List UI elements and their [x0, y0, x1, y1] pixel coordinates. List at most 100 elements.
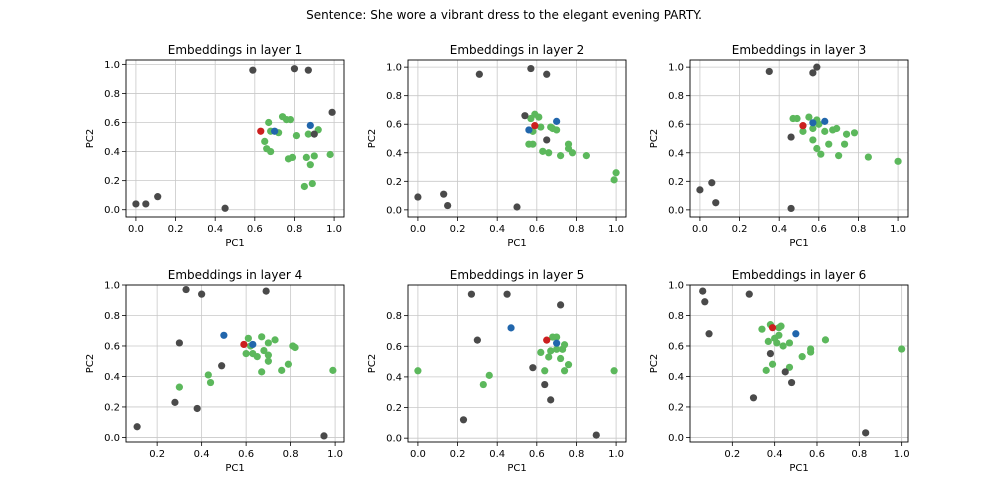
point-context — [537, 123, 545, 131]
subplot-layer-4: 0.2 0.4 0.6 0.8 1.0 0.0 0.2 0.4 0.6 0.8 1.0 Embeddi… — [85, 268, 345, 474]
point-context — [553, 333, 561, 341]
point-context — [833, 124, 841, 133]
point-context — [785, 339, 794, 347]
point-context — [764, 337, 772, 345]
point-context — [253, 353, 261, 361]
point-context — [545, 149, 553, 157]
y-tick-label: 0.2 — [668, 177, 684, 188]
subplot-title: Embeddings in layer 1 — [168, 43, 302, 57]
point-other — [218, 362, 226, 370]
point-other — [503, 290, 511, 298]
point-red — [240, 340, 248, 349]
point-context — [809, 136, 817, 144]
point-context — [821, 336, 830, 344]
point-other — [513, 203, 521, 211]
point-other — [862, 429, 870, 437]
point-context — [762, 366, 770, 374]
point-context — [768, 360, 777, 368]
y-tick-label: 0.0 — [668, 205, 684, 216]
y-axis-label: PC2 — [367, 129, 378, 148]
point-other — [182, 285, 190, 294]
x-tick-label: 1.0 — [326, 224, 342, 235]
point-context — [267, 147, 275, 156]
point-other — [193, 404, 201, 413]
point-context — [842, 130, 851, 138]
y-tick-label: 0.4 — [668, 148, 684, 159]
point-context — [529, 140, 537, 148]
y-tick-label: 0.2 — [104, 176, 120, 187]
y-tick-label: 1.0 — [386, 63, 402, 74]
y-tick-label: 0.8 — [668, 91, 684, 102]
point-context — [825, 140, 833, 148]
point-context — [485, 371, 493, 379]
y-axis-label: PC2 — [649, 129, 660, 148]
point-context — [775, 331, 783, 339]
point-other — [154, 193, 162, 201]
point-other — [708, 179, 716, 187]
y-tick-label: 0.8 — [386, 311, 402, 322]
point-context — [758, 325, 766, 333]
x-tick-label: 0.4 — [207, 224, 223, 235]
y-axis-label: PC2 — [85, 129, 96, 148]
y-tick-label: 0.8 — [104, 311, 120, 322]
x-axis-label: PC1 — [507, 463, 526, 474]
point-other — [809, 69, 817, 77]
point-context — [535, 113, 543, 121]
point-context — [840, 140, 849, 148]
subplot-title: Embeddings in layer 2 — [450, 43, 584, 57]
x-tick-label: 0.4 — [489, 224, 505, 235]
x-tick-label: 0.4 — [489, 449, 505, 460]
point-other — [527, 64, 535, 73]
point-other — [262, 287, 270, 295]
figure-suptitle: Sentence: She wore a vibrant dress to th… — [306, 8, 702, 22]
point-context — [292, 131, 301, 140]
point-other — [592, 431, 600, 439]
x-tick-label: 0.6 — [238, 449, 254, 460]
x-tick-label: 1.0 — [608, 224, 624, 235]
point-context — [308, 179, 316, 188]
point-context — [541, 367, 549, 375]
point-red — [799, 122, 807, 130]
point-blue — [525, 126, 533, 134]
point-context — [553, 126, 561, 134]
x-axis-label: PC1 — [789, 238, 808, 249]
point-blue — [271, 127, 279, 135]
point-context — [271, 336, 279, 344]
y-tick-label: 0.4 — [668, 372, 684, 383]
point-context — [809, 124, 817, 133]
point-context — [278, 366, 286, 374]
y-tick-label: 1.0 — [668, 63, 684, 74]
point-other — [787, 204, 795, 213]
point-context — [329, 366, 337, 374]
x-tick-label: 0.0 — [128, 224, 144, 235]
point-other — [320, 432, 328, 440]
point-context — [539, 147, 547, 155]
point-context — [545, 353, 553, 361]
point-other — [543, 136, 551, 144]
x-tick-label: 1.0 — [894, 449, 910, 460]
point-red — [768, 324, 777, 332]
y-tick-label: 1.0 — [104, 281, 120, 292]
x-tick-label: 0.6 — [529, 224, 545, 235]
point-context — [560, 367, 569, 375]
point-context — [807, 345, 815, 353]
point-other — [221, 204, 229, 212]
point-context — [206, 378, 215, 387]
x-tick-label: 0.6 — [809, 449, 825, 460]
point-blue — [553, 117, 561, 125]
x-tick-label: 0.8 — [851, 449, 867, 460]
y-tick-label: 0.4 — [386, 372, 402, 383]
point-context — [894, 157, 902, 165]
subplot-layer-1: 0.0 0.2 0.4 0.6 0.8 1.0 0.0 0.2 0.4 0.6 0.8 1.0 Embe… — [85, 43, 345, 249]
point-context — [864, 153, 872, 161]
point-other — [529, 364, 537, 372]
x-tick-label: 0.8 — [283, 449, 299, 460]
axes-frame — [125, 284, 345, 443]
y-tick-label: 0.6 — [104, 341, 120, 352]
x-tick-label: 0.2 — [450, 224, 466, 235]
x-tick-label: 0.8 — [851, 224, 867, 235]
y-axis-label: PC2 — [367, 354, 378, 373]
point-blue — [306, 121, 314, 130]
point-other — [749, 394, 758, 402]
point-context — [785, 363, 794, 371]
